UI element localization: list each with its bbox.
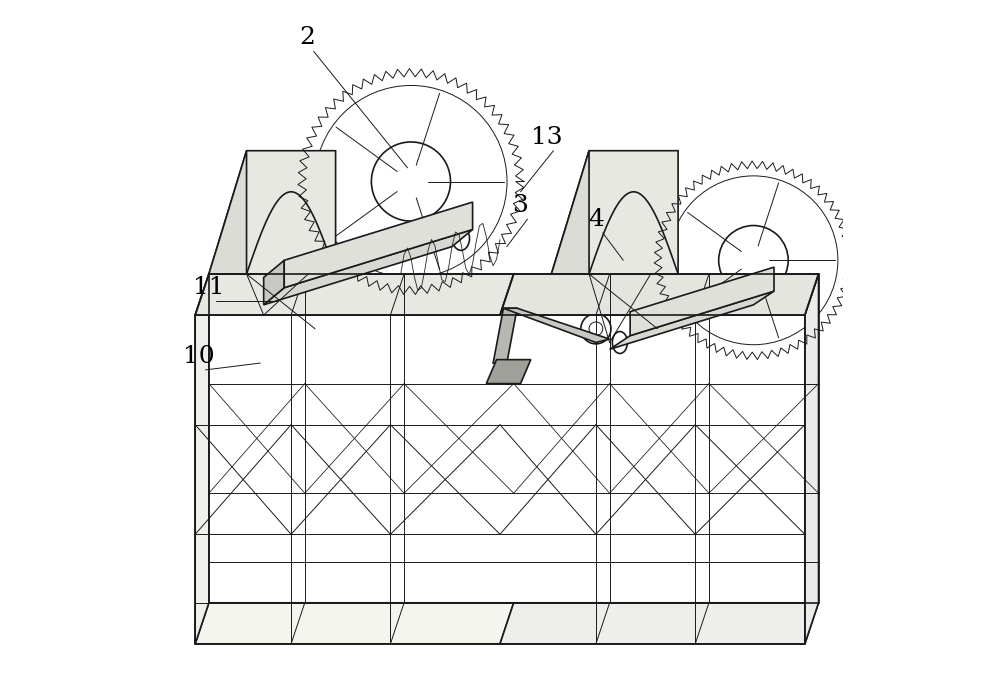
Polygon shape (503, 308, 610, 342)
Text: 11: 11 (193, 276, 225, 299)
Polygon shape (209, 151, 247, 274)
Polygon shape (284, 202, 473, 288)
Polygon shape (195, 603, 514, 644)
Polygon shape (610, 291, 774, 349)
Polygon shape (264, 260, 284, 305)
Polygon shape (630, 267, 774, 336)
Polygon shape (195, 274, 209, 644)
Polygon shape (805, 274, 819, 644)
Polygon shape (264, 229, 473, 305)
Polygon shape (551, 151, 678, 274)
Polygon shape (209, 151, 336, 274)
Text: 2: 2 (299, 26, 315, 49)
Polygon shape (195, 274, 514, 315)
Polygon shape (500, 603, 819, 644)
Polygon shape (500, 274, 819, 315)
Text: 3: 3 (513, 194, 528, 217)
Text: 13: 13 (531, 125, 562, 149)
Text: 10: 10 (183, 345, 214, 368)
Polygon shape (493, 308, 517, 363)
Text: 4: 4 (588, 208, 604, 231)
Polygon shape (551, 151, 589, 274)
Polygon shape (486, 360, 531, 384)
